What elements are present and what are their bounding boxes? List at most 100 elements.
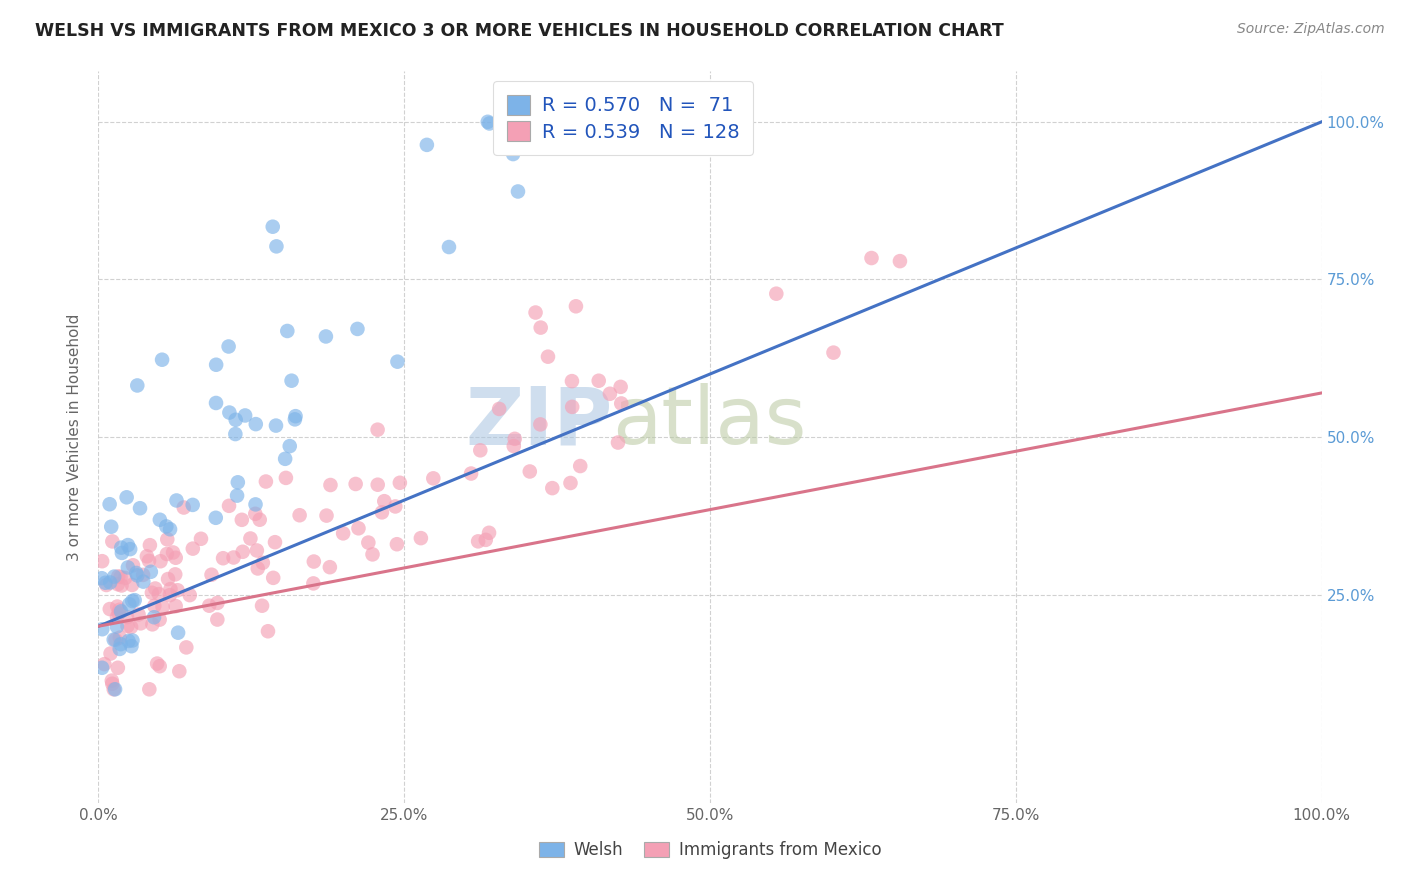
- Point: [254, 475, 277, 489]
- Point: [212, 551, 235, 566]
- Point: [165, 567, 187, 582]
- Point: [232, 545, 254, 559]
- Point: [561, 374, 583, 388]
- Point: [156, 547, 179, 561]
- Point: [302, 555, 325, 569]
- Point: [207, 596, 229, 610]
- Point: [205, 396, 228, 410]
- Point: [506, 185, 529, 199]
- Point: [332, 526, 354, 541]
- Point: [98, 497, 121, 511]
- Point: [121, 633, 143, 648]
- Point: [409, 531, 432, 545]
- Point: [250, 599, 273, 613]
- Point: [218, 339, 240, 353]
- Point: [373, 494, 395, 508]
- Point: [117, 634, 139, 648]
- Point: [361, 548, 384, 562]
- Point: [610, 396, 633, 410]
- Point: [155, 519, 177, 533]
- Point: [141, 586, 163, 600]
- Point: [262, 219, 284, 234]
- Point: [470, 443, 492, 458]
- Point: [159, 582, 181, 596]
- Point: [117, 538, 139, 552]
- Text: ZIP: ZIP: [465, 384, 612, 461]
- Point: [143, 599, 166, 613]
- Point: [422, 471, 444, 485]
- Point: [120, 620, 142, 634]
- Point: [107, 569, 129, 583]
- Text: Source: ZipAtlas.com: Source: ZipAtlas.com: [1237, 22, 1385, 37]
- Point: [104, 632, 127, 647]
- Point: [367, 423, 389, 437]
- Point: [218, 499, 240, 513]
- Point: [288, 508, 311, 523]
- Point: [148, 587, 170, 601]
- Point: [519, 465, 541, 479]
- Point: [165, 550, 187, 565]
- Point: [103, 682, 125, 697]
- Point: [120, 542, 142, 557]
- Point: [319, 560, 342, 574]
- Point: [101, 673, 124, 688]
- Point: [91, 554, 114, 568]
- Point: [284, 412, 307, 426]
- Point: [266, 239, 288, 253]
- Point: [166, 583, 188, 598]
- Point: [245, 507, 267, 521]
- Point: [167, 625, 190, 640]
- Point: [96, 578, 118, 592]
- Legend: Welsh, Immigrants from Mexico: Welsh, Immigrants from Mexico: [530, 833, 890, 868]
- Point: [347, 521, 370, 535]
- Point: [200, 567, 222, 582]
- Point: [108, 603, 131, 617]
- Point: [264, 535, 287, 549]
- Point: [132, 574, 155, 589]
- Point: [560, 475, 582, 490]
- Point: [246, 561, 269, 575]
- Point: [101, 677, 124, 691]
- Point: [226, 475, 249, 490]
- Point: [541, 481, 564, 495]
- Point: [149, 554, 172, 568]
- Point: [157, 572, 180, 586]
- Point: [387, 354, 409, 368]
- Point: [129, 616, 152, 631]
- Point: [222, 550, 245, 565]
- Point: [139, 538, 162, 552]
- Point: [889, 254, 911, 268]
- Point: [166, 493, 188, 508]
- Point: [149, 513, 172, 527]
- Point: [176, 640, 198, 655]
- Point: [128, 607, 150, 622]
- Point: [384, 500, 406, 514]
- Point: [264, 418, 287, 433]
- Point: [190, 532, 212, 546]
- Point: [98, 575, 121, 590]
- Point: [474, 533, 496, 547]
- Point: [127, 378, 149, 392]
- Point: [252, 556, 274, 570]
- Point: [233, 409, 256, 423]
- Point: [276, 324, 298, 338]
- Point: [315, 329, 337, 343]
- Point: [344, 477, 367, 491]
- Point: [437, 240, 460, 254]
- Point: [257, 624, 280, 639]
- Point: [129, 501, 152, 516]
- Point: [90, 571, 112, 585]
- Point: [103, 632, 125, 647]
- Point: [169, 665, 191, 679]
- Point: [346, 322, 368, 336]
- Point: [139, 565, 162, 579]
- Point: [105, 599, 128, 614]
- Point: [114, 571, 136, 585]
- Point: [110, 541, 132, 555]
- Point: [98, 602, 121, 616]
- Point: [110, 578, 132, 592]
- Point: [181, 541, 204, 556]
- Point: [609, 380, 631, 394]
- Point: [245, 417, 267, 431]
- Point: [115, 610, 138, 624]
